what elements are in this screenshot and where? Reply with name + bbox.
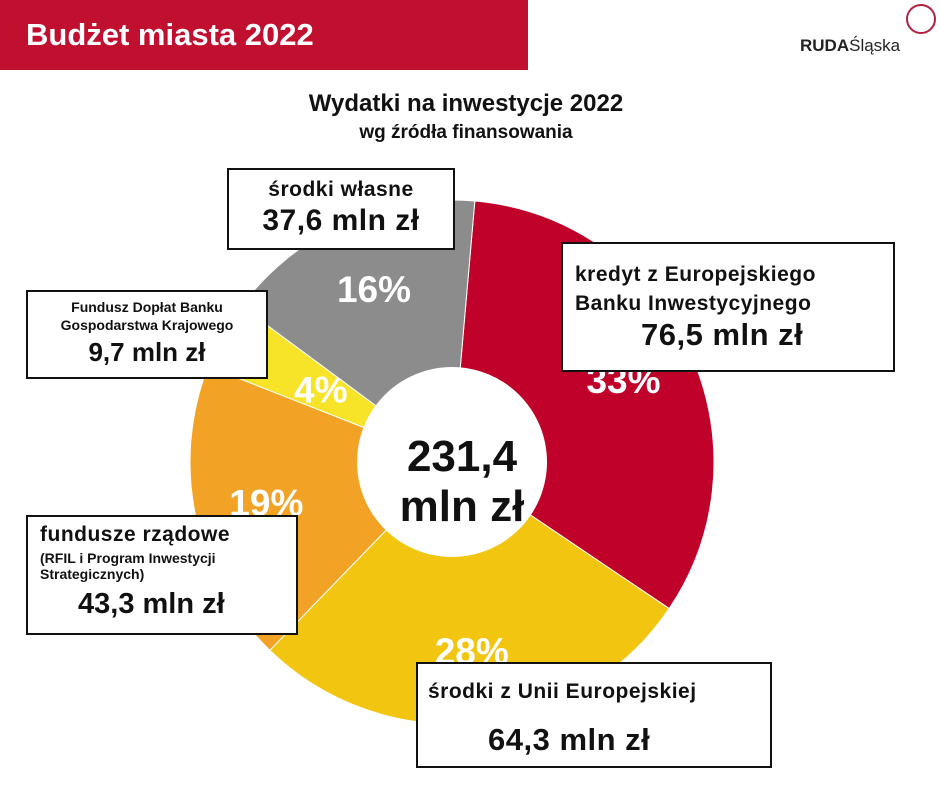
logo-text: RUDAŚląska: [800, 36, 901, 55]
chart-subtitle: wg źródła finansowania: [359, 122, 573, 143]
center-value: 231,4: [406, 432, 518, 481]
center-total: 231,4 mln zł: [372, 432, 552, 532]
label-box-rzadowe: fundusze rządowe (RFIL i Program Inwesty…: [26, 515, 298, 635]
label-box-ue: środki z Unii Europejskiej 64,3 mln zł: [416, 662, 772, 768]
logo: RUDAŚląska: [800, 4, 936, 55]
donut-hole: [357, 367, 547, 557]
label-box-bgk: Fundusz Dopłat Banku Gospodarstwa Krajow…: [26, 290, 268, 379]
header-banner: Budżet miasta 2022: [0, 0, 528, 70]
percent-label-4: 16%: [337, 269, 411, 310]
center-unit: mln zł: [399, 482, 525, 531]
label-box-kredyt: kredyt z Europejskiego Banku Inwestycyjn…: [561, 242, 895, 372]
logo-mark-icon: [906, 4, 936, 34]
chart-title: Wydatki na inwestycje 2022: [308, 90, 624, 117]
label-box-wlasne: środki własne 37,6 mln zł: [227, 168, 455, 250]
